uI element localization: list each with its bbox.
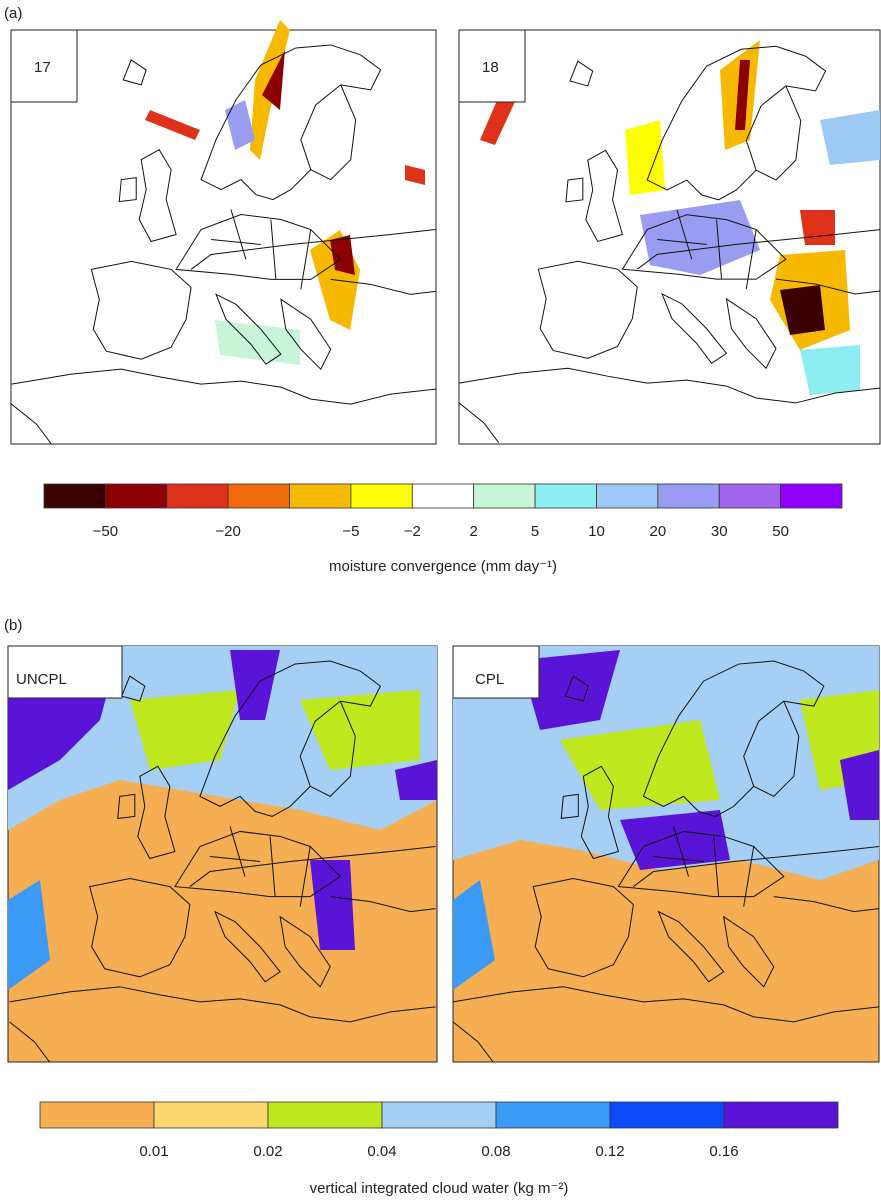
colorbar-tick-label: 0.12	[595, 1143, 624, 1160]
colorbar-swatch	[104, 483, 168, 509]
colorbar-swatch	[609, 1101, 725, 1129]
map-label: UNCPL	[16, 671, 67, 688]
colorbar-swatch	[495, 1101, 611, 1129]
colorbar-swatch	[267, 1101, 383, 1129]
colorbar-swatch	[350, 483, 413, 509]
colorbar-tick-label: 30	[711, 523, 728, 540]
map-panel: CPL	[452, 645, 880, 1063]
colorbar-tick-label: −5	[342, 523, 359, 540]
colorbar-swatch	[780, 483, 843, 509]
colorbar-tick-label: −20	[215, 523, 240, 540]
colorbar-swatch	[166, 483, 229, 509]
colorbar-swatch	[596, 483, 659, 509]
colorbar-tick-label: 2	[470, 523, 478, 540]
colorbar-tick-label: 5	[531, 523, 539, 540]
colorbar-tick-label: 0.04	[367, 1143, 396, 1160]
colorbar: 0.01 0.02 0.04 0.08 0.12 0.16 vertical integra…	[39, 1101, 839, 1197]
colorbar-tick-label: 10	[588, 523, 605, 540]
colorbar-tick-label: 0.16	[709, 1143, 738, 1160]
colorbar-swatch	[381, 1101, 497, 1129]
colorbar-swatch	[723, 1101, 839, 1129]
colorbar-title: vertical integrated cloud water (kg m⁻²)	[310, 1180, 569, 1197]
panel-label: (a)	[4, 5, 22, 22]
colorbar: −50 −20 −5 −2 2 5 10 20 30 50 moisture convergence…	[43, 483, 843, 575]
colorbar-tick-label: 0.08	[481, 1143, 510, 1160]
colorbar-title: moisture convergence (mm day⁻¹)	[329, 558, 557, 575]
panel-label: (b)	[4, 617, 22, 634]
colorbar-swatch	[534, 483, 597, 509]
colorbar-swatch	[153, 1101, 269, 1129]
colorbar-tick-label: 20	[650, 523, 667, 540]
map-label: 17	[34, 59, 51, 76]
colorbar-swatch	[473, 483, 536, 509]
map-panel: 18	[458, 29, 881, 445]
colorbar-swatch	[657, 483, 720, 509]
colorbar-tick-label: 50	[772, 523, 789, 540]
colorbar-swatch	[43, 483, 106, 509]
colorbar-tick-label: −2	[404, 523, 421, 540]
colorbar-swatch	[411, 483, 475, 509]
colorbar-tick-label: 0.01	[139, 1143, 168, 1160]
map-panel: UNCPL	[7, 645, 438, 1063]
map-label: CPL	[475, 671, 504, 688]
colorbar-tick-label: 0.02	[253, 1143, 282, 1160]
map-label: 18	[482, 59, 499, 76]
colorbar-swatch	[39, 1101, 155, 1129]
map-panel: 17	[10, 20, 437, 445]
colorbar-tick-label: −50	[93, 523, 118, 540]
colorbar-swatch	[227, 483, 290, 509]
colorbar-swatch	[289, 483, 352, 509]
colorbar-swatch	[718, 483, 782, 509]
